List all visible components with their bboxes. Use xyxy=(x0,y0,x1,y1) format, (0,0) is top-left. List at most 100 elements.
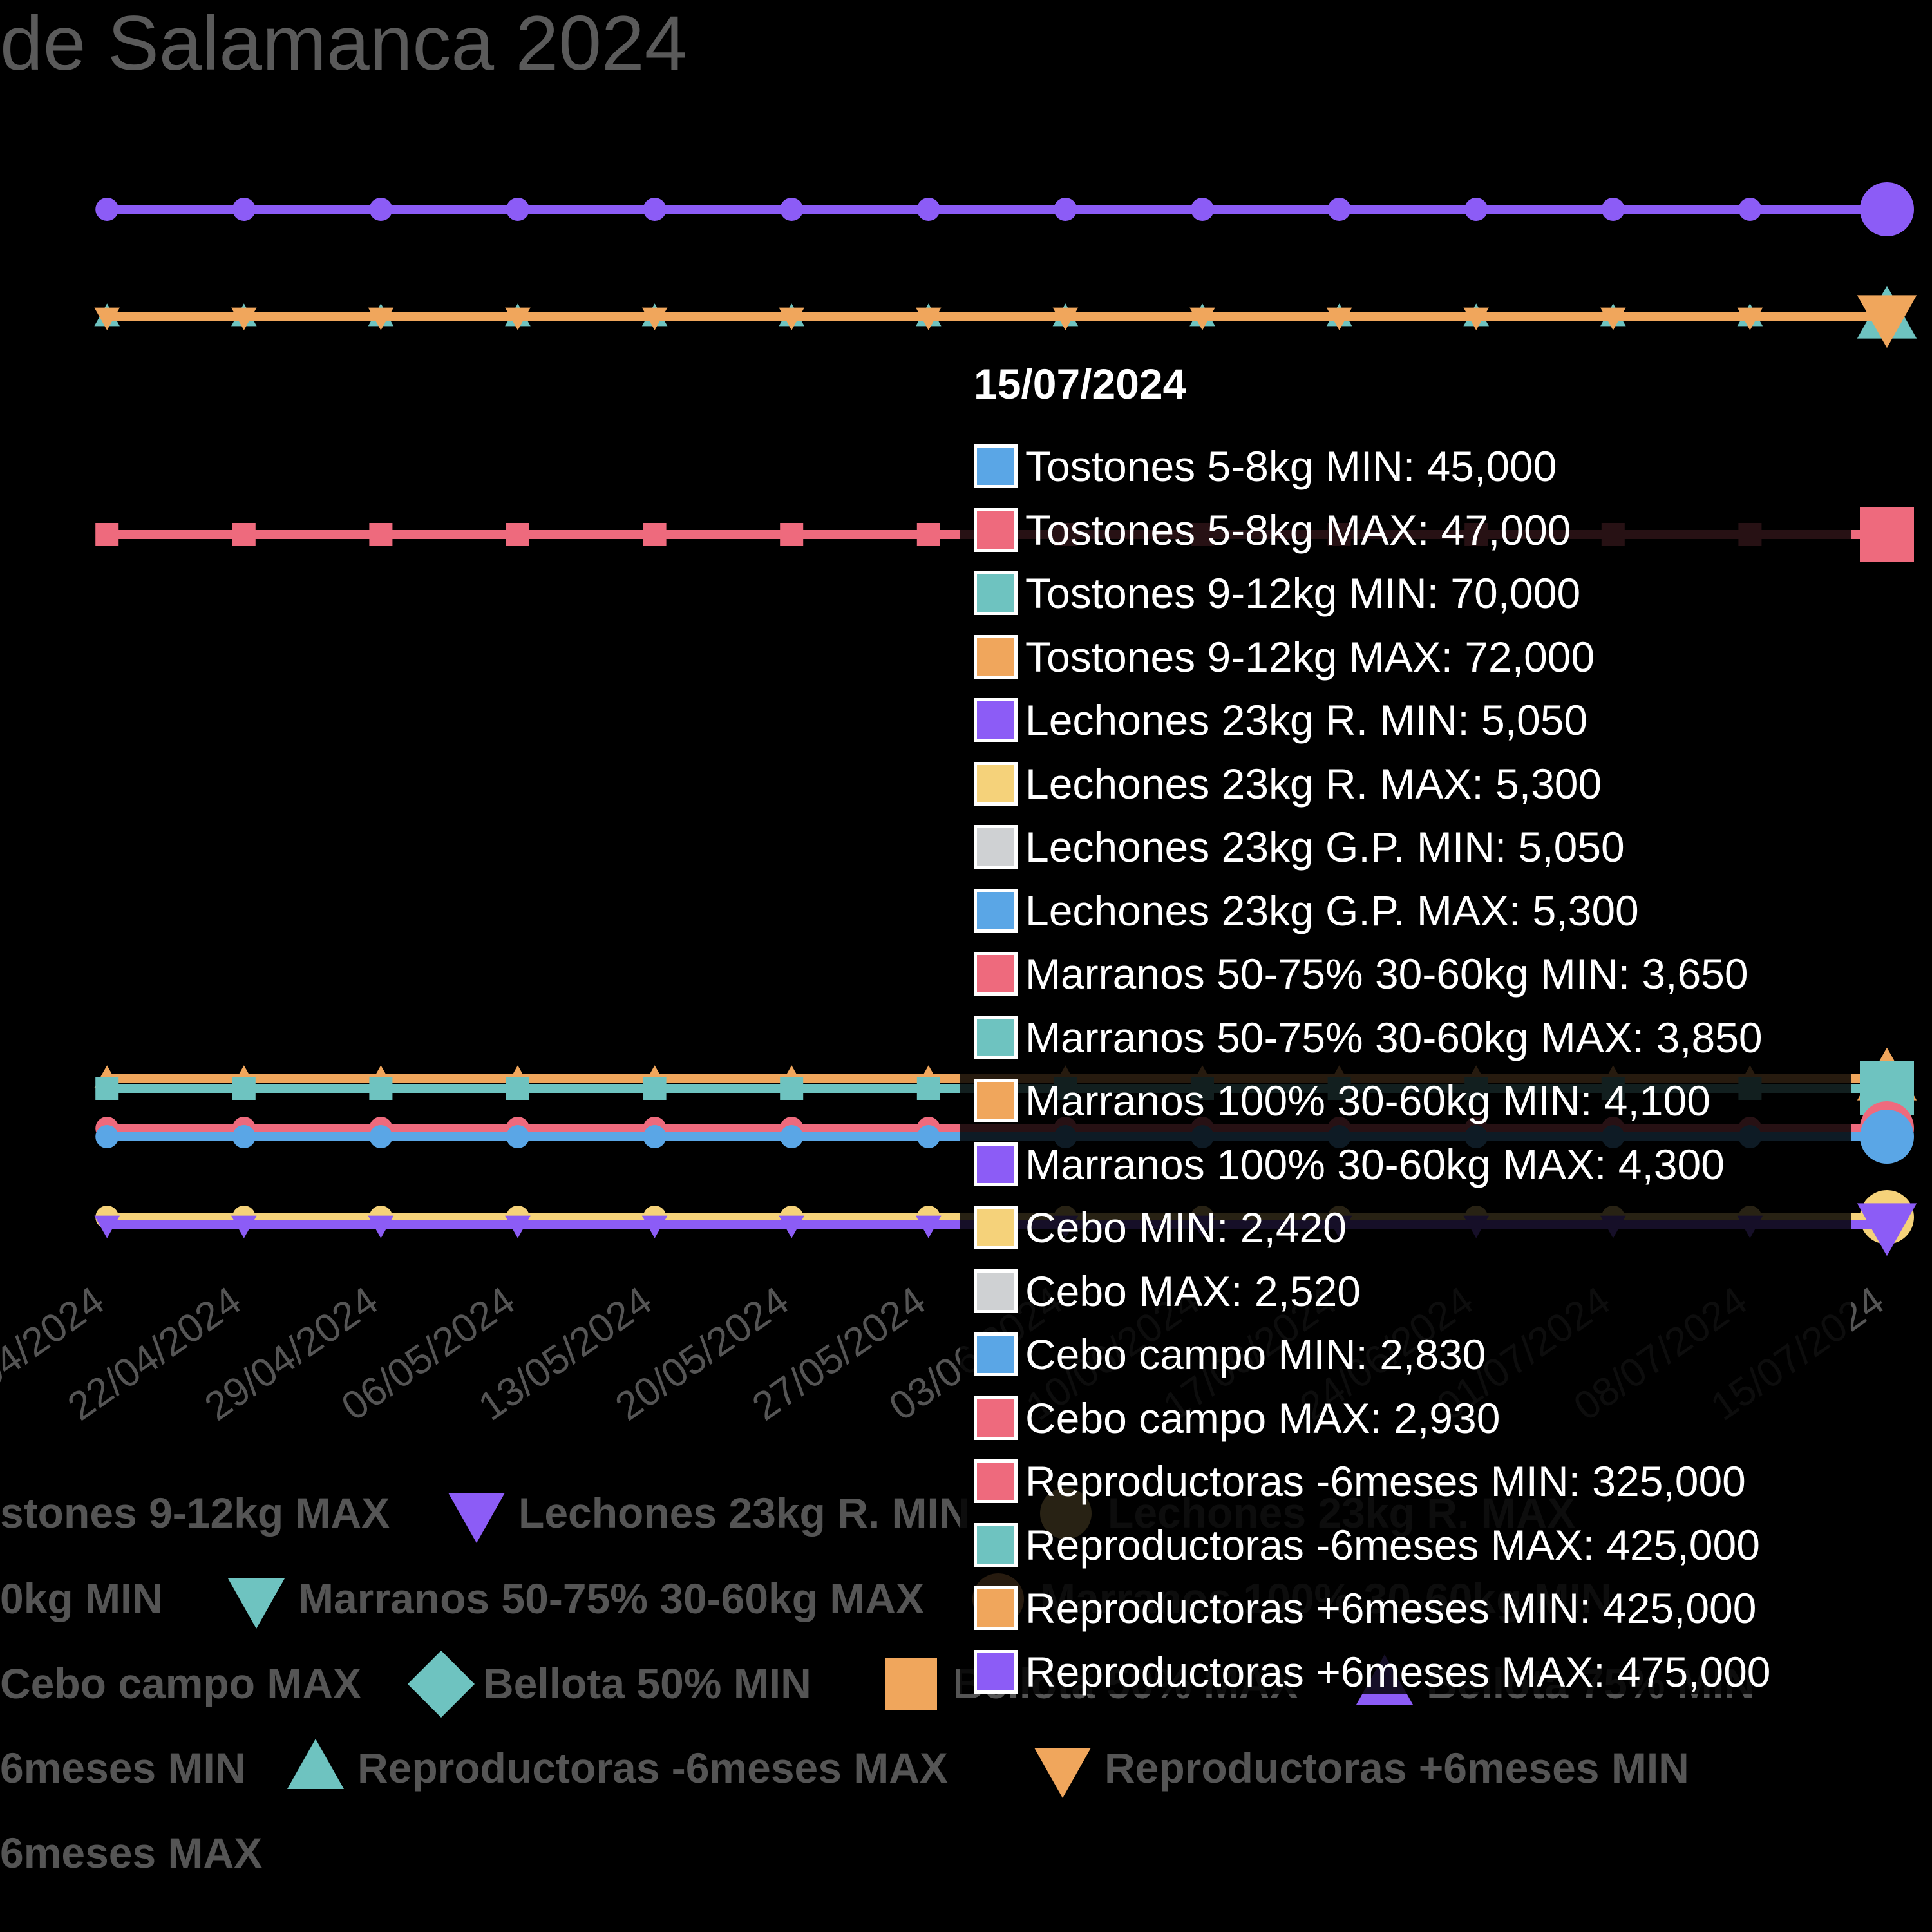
tooltip-label: Marranos 50-75% 30-60kg MAX: 3,850 xyxy=(1025,1013,1763,1061)
data-point[interactable] xyxy=(643,198,667,221)
data-point[interactable] xyxy=(506,1077,529,1100)
legend-item[interactable]: stones 9-12kg MAX xyxy=(0,1489,390,1537)
tooltip-swatch xyxy=(974,1269,1018,1313)
data-point[interactable] xyxy=(369,523,393,546)
tooltip-label: Marranos 100% 30-60kg MIN: 4,100 xyxy=(1025,1077,1710,1124)
tooltip-row: Marranos 50-75% 30-60kg MIN: 3,650 xyxy=(974,945,1748,1002)
data-point[interactable] xyxy=(506,198,529,221)
tooltip-row: Reproductoras +6meses MAX: 475,000 xyxy=(974,1643,1770,1700)
data-point[interactable] xyxy=(1191,198,1214,221)
data-point[interactable] xyxy=(780,198,804,221)
data-point[interactable] xyxy=(780,1125,804,1148)
tooltip-label: Cebo campo MIN: 2,830 xyxy=(1025,1331,1486,1378)
tooltip-swatch xyxy=(974,888,1018,933)
data-point[interactable] xyxy=(1737,307,1763,330)
legend-item[interactable]: Marranos 50-75% 30-60kg MAX xyxy=(228,1575,924,1629)
data-point[interactable] xyxy=(369,1125,393,1148)
highlighted-point[interactable] xyxy=(1860,182,1914,236)
tooltip-row: Lechones 23kg G.P. MIN: 5,050 xyxy=(974,819,1625,875)
data-point[interactable] xyxy=(780,523,804,546)
data-point[interactable] xyxy=(1052,307,1079,330)
data-point[interactable] xyxy=(643,523,667,546)
data-point[interactable] xyxy=(231,307,257,330)
tooltip-label: Lechones 23kg G.P. MIN: 5,050 xyxy=(1025,823,1625,871)
data-point[interactable] xyxy=(506,1125,529,1148)
data-point[interactable] xyxy=(232,1077,256,1100)
data-point[interactable] xyxy=(1464,198,1488,221)
data-point[interactable] xyxy=(916,1077,940,1100)
legend-label: 6meses MIN xyxy=(0,1744,246,1792)
legend-marker[interactable] xyxy=(287,1739,344,1789)
data-point[interactable] xyxy=(1327,198,1351,221)
legend-label: Reproductoras -6meses MAX xyxy=(357,1744,948,1792)
data-point[interactable] xyxy=(368,307,394,330)
legend-item[interactable]: 0kg MIN xyxy=(0,1575,163,1622)
data-point[interactable] xyxy=(505,307,531,330)
data-point[interactable] xyxy=(94,1215,120,1238)
data-point[interactable] xyxy=(231,1215,257,1238)
tooltip-swatch xyxy=(974,952,1018,996)
data-point[interactable] xyxy=(916,1125,940,1148)
legend-item[interactable]: Lechones 23kg R. MIN xyxy=(448,1489,970,1543)
data-point[interactable] xyxy=(1601,198,1625,221)
highlighted-point[interactable] xyxy=(1857,295,1917,348)
legend-item[interactable]: Bellota 50% MIN xyxy=(408,1651,811,1718)
data-point[interactable] xyxy=(95,1125,119,1148)
data-point[interactable] xyxy=(505,1215,531,1238)
data-point[interactable] xyxy=(1054,198,1077,221)
data-point[interactable] xyxy=(232,1125,256,1148)
data-point[interactable] xyxy=(1738,198,1762,221)
legend-item[interactable]: Cebo campo MAX xyxy=(0,1660,361,1707)
data-point[interactable] xyxy=(779,307,804,330)
data-point[interactable] xyxy=(94,307,120,330)
tooltip-row: Tostones 5-8kg MAX: 47,000 xyxy=(974,502,1571,558)
tooltip-label: Cebo campo MAX: 2,930 xyxy=(1025,1394,1501,1442)
legend-marker[interactable] xyxy=(886,1658,937,1710)
data-point[interactable] xyxy=(779,1215,804,1238)
data-point[interactable] xyxy=(369,198,393,221)
data-point[interactable] xyxy=(643,1125,667,1148)
tooltip-swatch xyxy=(974,444,1018,488)
highlighted-point[interactable] xyxy=(1860,1110,1914,1164)
data-point[interactable] xyxy=(95,198,119,221)
legend-item[interactable]: 6meses MAX xyxy=(0,1829,262,1877)
tooltip-row: Cebo MIN: 2,420 xyxy=(974,1199,1347,1256)
data-point[interactable] xyxy=(780,1077,804,1100)
data-point[interactable] xyxy=(506,523,529,546)
data-point[interactable] xyxy=(95,523,119,546)
data-point[interactable] xyxy=(1463,307,1489,330)
tooltip-row: Tostones 5-8kg MIN: 45,000 xyxy=(974,438,1557,495)
data-point[interactable] xyxy=(916,307,942,330)
tooltip-row: Reproductoras +6meses MIN: 425,000 xyxy=(974,1580,1756,1636)
legend-item[interactable]: Reproductoras -6meses MAX xyxy=(287,1739,948,1792)
tooltip-label: Cebo MAX: 2,520 xyxy=(1025,1267,1361,1315)
legend-marker[interactable] xyxy=(228,1578,285,1629)
data-point[interactable] xyxy=(95,1077,119,1100)
data-point[interactable] xyxy=(1189,307,1215,330)
legend-item[interactable]: 6meses MIN xyxy=(0,1744,246,1792)
data-point[interactable] xyxy=(369,1077,393,1100)
data-point[interactable] xyxy=(232,523,256,546)
data-point[interactable] xyxy=(641,1215,668,1238)
tooltip-label: Reproductoras -6meses MAX: 425,000 xyxy=(1025,1520,1760,1569)
data-point[interactable] xyxy=(916,1215,942,1238)
data-point[interactable] xyxy=(916,523,940,546)
data-point[interactable] xyxy=(368,1215,394,1238)
data-point[interactable] xyxy=(641,307,668,330)
data-point[interactable] xyxy=(1600,307,1626,330)
legend-marker[interactable] xyxy=(1034,1748,1091,1798)
tooltip-swatch xyxy=(974,1015,1018,1059)
tooltip-label: Lechones 23kg R. MAX: 5,300 xyxy=(1025,759,1602,808)
legend-marker[interactable] xyxy=(408,1651,475,1718)
tooltip-row: Marranos 100% 30-60kg MAX: 4,300 xyxy=(974,1136,1725,1193)
data-point[interactable] xyxy=(232,198,256,221)
legend-marker[interactable] xyxy=(448,1493,505,1543)
data-point[interactable] xyxy=(643,1077,667,1100)
tooltip-swatch xyxy=(974,1522,1018,1567)
data-point[interactable] xyxy=(916,198,940,221)
highlighted-point[interactable] xyxy=(1860,507,1914,562)
legend-item[interactable]: Reproductoras +6meses MIN xyxy=(1034,1744,1689,1798)
data-point[interactable] xyxy=(1326,307,1352,330)
legend-label: stones 9-12kg MAX xyxy=(0,1489,390,1537)
highlighted-point[interactable] xyxy=(1857,1203,1917,1256)
